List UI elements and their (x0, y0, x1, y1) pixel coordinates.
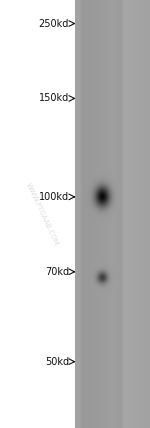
Text: 100kd: 100kd (39, 192, 69, 202)
Text: 70kd: 70kd (45, 267, 69, 277)
Text: 250kd: 250kd (39, 18, 69, 29)
Text: 150kd: 150kd (39, 93, 69, 104)
Text: WWW.PTGAAB.COM: WWW.PTGAAB.COM (25, 181, 59, 247)
Text: 50kd: 50kd (45, 357, 69, 367)
